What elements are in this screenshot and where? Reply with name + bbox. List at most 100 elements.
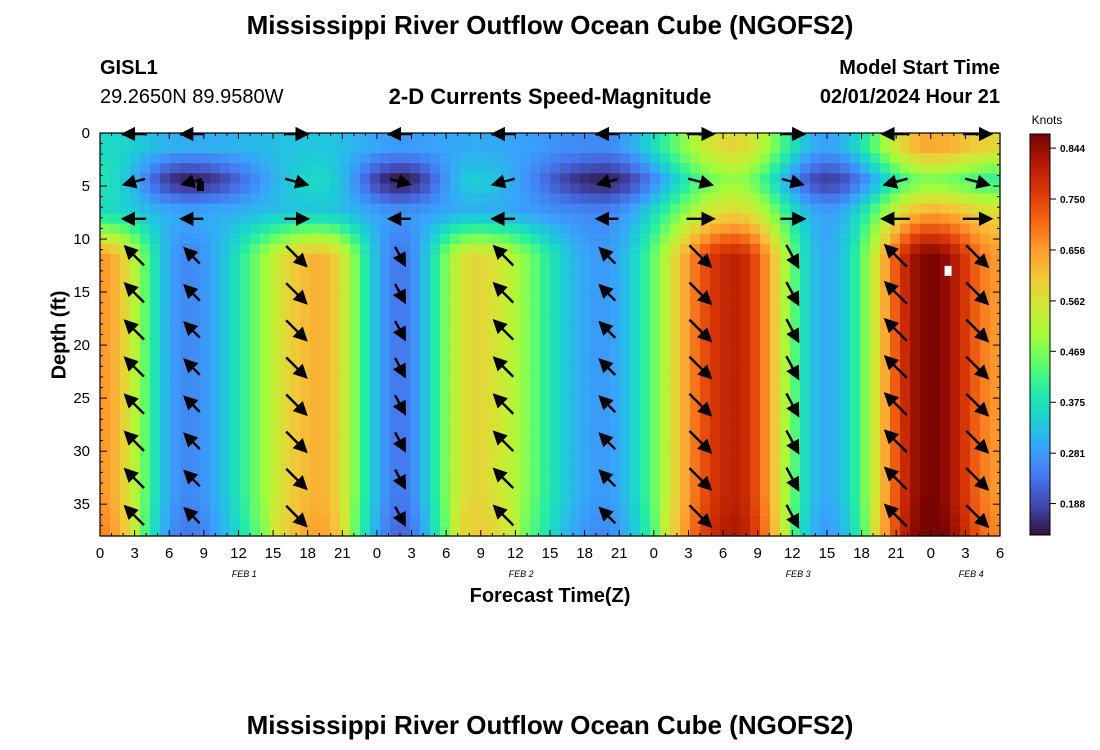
heatmap-cell xyxy=(650,405,661,416)
heatmap-cell xyxy=(920,485,931,497)
heatmap-cell xyxy=(670,193,681,205)
heatmap-cell xyxy=(110,314,121,326)
heatmap-cell xyxy=(640,263,651,275)
heatmap-cell xyxy=(430,435,441,446)
heatmap-cell xyxy=(640,505,651,517)
heatmap-cell xyxy=(320,324,331,336)
heatmap-cell xyxy=(390,405,401,416)
heatmap-cell xyxy=(520,475,531,487)
heatmap-cell xyxy=(530,183,541,195)
heatmap-cell xyxy=(480,415,491,426)
heatmap-cell xyxy=(430,394,441,406)
heatmap-cell xyxy=(430,253,441,265)
heatmap-cell xyxy=(520,294,531,305)
heatmap-cell xyxy=(110,153,121,164)
heatmap-cell xyxy=(360,274,371,285)
heatmap-cell xyxy=(760,475,771,487)
heatmap-cell xyxy=(170,435,181,446)
heatmap-cell xyxy=(820,485,831,497)
heatmap-cell xyxy=(610,525,621,537)
heatmap-cell xyxy=(900,304,911,315)
heatmap-cell xyxy=(570,163,581,174)
heatmap-cell xyxy=(520,163,531,174)
heatmap-cell xyxy=(890,314,901,326)
heatmap-cell xyxy=(520,324,531,336)
heatmap-cell xyxy=(440,284,451,295)
heatmap-cell xyxy=(790,304,801,315)
heatmap-cell xyxy=(940,213,951,225)
heatmap-cell xyxy=(150,223,161,235)
heatmap-cell xyxy=(720,525,731,537)
heatmap-cell xyxy=(260,233,271,245)
heatmap-cell xyxy=(540,405,551,416)
heatmap-cell xyxy=(790,415,801,426)
heatmap-cell xyxy=(840,394,851,406)
heatmap-cell xyxy=(750,163,761,174)
heatmap-cell xyxy=(500,253,511,265)
heatmap-cell xyxy=(300,263,311,275)
heatmap-cell xyxy=(370,435,381,446)
heatmap-cell xyxy=(360,284,371,295)
heatmap-cell xyxy=(960,374,971,386)
heatmap-cell xyxy=(990,223,1001,235)
heatmap-cell xyxy=(200,465,211,477)
heatmap-cell xyxy=(970,465,981,477)
heatmap-cell xyxy=(590,344,601,356)
heatmap-cell xyxy=(430,374,441,386)
heatmap-cell xyxy=(820,143,831,154)
heatmap-cell xyxy=(830,515,841,527)
heatmap-cell xyxy=(360,233,371,245)
heatmap-cell xyxy=(330,314,341,326)
heatmap-cell xyxy=(620,203,631,215)
heatmap-cell xyxy=(320,213,331,225)
heatmap-cell xyxy=(850,213,861,225)
heatmap-cell xyxy=(840,485,851,497)
heatmap-cell xyxy=(750,465,761,477)
heatmap-cell xyxy=(930,334,941,346)
heatmap-cell xyxy=(630,284,641,295)
heatmap-cell xyxy=(490,304,501,315)
heatmap-cell xyxy=(470,163,481,174)
heatmap-cell xyxy=(910,465,921,477)
current-vector xyxy=(392,394,407,416)
heatmap-cell xyxy=(940,475,951,487)
x-tick-label: 21 xyxy=(611,545,628,562)
heatmap-cell xyxy=(110,515,121,527)
heatmap-cell xyxy=(930,465,941,477)
heatmap-cell xyxy=(850,334,861,346)
heatmap-cell xyxy=(890,233,901,245)
heatmap-cell xyxy=(590,405,601,416)
heatmap-cell xyxy=(770,304,781,315)
current-vector xyxy=(883,355,908,379)
heatmap-cell xyxy=(460,354,471,366)
heatmap-cell xyxy=(220,253,231,265)
heatmap-cell xyxy=(780,425,791,436)
heatmap-cell xyxy=(580,525,591,537)
heatmap-cell xyxy=(430,525,441,537)
heatmap-cell xyxy=(260,253,271,265)
heatmap-cell xyxy=(760,143,771,154)
heatmap-cell xyxy=(280,263,291,275)
heatmap-cell xyxy=(870,183,881,195)
heatmap-cell xyxy=(980,455,991,467)
heatmap-cell xyxy=(140,374,151,386)
heatmap-cell xyxy=(780,243,791,255)
heatmap-cell xyxy=(610,505,621,517)
heatmap-cell xyxy=(800,193,811,205)
heatmap-cell xyxy=(180,364,191,376)
heatmap-cell xyxy=(120,233,131,245)
heatmap-cell xyxy=(680,344,691,356)
heatmap-cell xyxy=(630,304,641,315)
heatmap-cell xyxy=(910,445,921,456)
heatmap-cell xyxy=(340,143,351,154)
x-tick-label: 3 xyxy=(684,545,692,562)
heatmap-cell xyxy=(160,334,171,346)
heatmap-cell xyxy=(190,354,201,366)
heatmap-cell xyxy=(540,304,551,315)
heatmap-cell xyxy=(800,253,811,265)
heatmap-cell xyxy=(760,515,771,527)
heatmap-cell xyxy=(850,263,861,275)
heatmap-cell xyxy=(480,183,491,195)
heatmap-cell xyxy=(120,294,131,305)
heatmap-cell xyxy=(620,525,631,537)
